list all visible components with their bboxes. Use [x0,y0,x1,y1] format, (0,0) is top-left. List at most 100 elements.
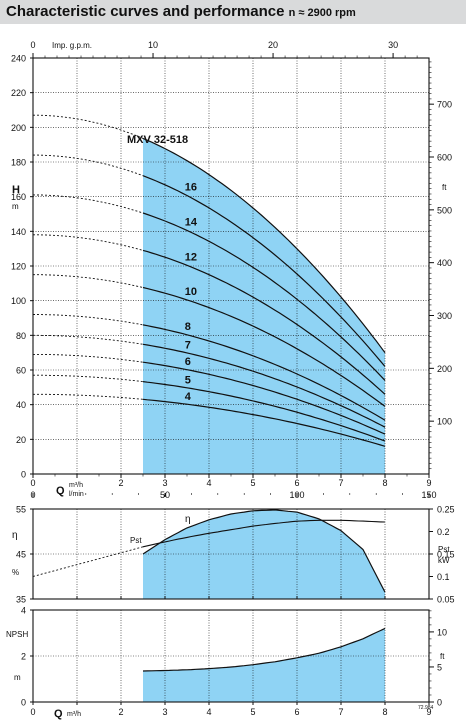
chart-title: Characteristic curves and performance n … [6,3,356,20]
x-tick-label: 5 [250,478,255,488]
stage-label-16: 16 [185,181,197,193]
x-tick-label: 3 [162,478,167,488]
title-bar [0,0,466,24]
power-curve-dashed [32,546,144,577]
x-tick-label: 2 [118,478,123,488]
x-tick-label: 0 [30,478,35,488]
npsh-tick-label: 0 [21,698,26,708]
stage-label-14: 14 [185,216,198,228]
npsh-ft-tick-label: 10 [437,627,447,637]
y-axis-label: H [12,184,20,196]
y-tick-label: 220 [11,88,26,98]
head-curve-dashed-14 [32,194,144,214]
y-tick-label: 140 [11,227,26,237]
npsh-axis-unit: m [14,673,21,682]
x-tick-label-3: 0 [30,707,35,717]
x-tick-label-3: 8 [382,707,387,717]
lmin-tick-label: 50 [160,490,170,500]
head-curve-dashed-6 [33,353,144,363]
head-curve-dashed-16 [33,154,144,177]
x-tick-label: 9 [426,478,431,488]
y-axis-unit: m [12,202,19,211]
eta-axis-label: η [12,530,18,541]
npsh-curve [142,627,386,672]
stage-label-6: 6 [185,356,191,368]
pst-tick-label: 0.25 [437,505,455,515]
gpm-tick-label: 20 [268,40,278,50]
x-tick-label-3: 2 [118,707,123,717]
eta-tick-label: 45 [16,550,26,560]
x-tick-label-3: 6 [294,707,299,717]
x-tick-label: 4 [206,478,211,488]
head-curve-14 [142,212,386,381]
npsh-ft-label: ft [440,652,445,661]
head-curve-dashed-12 [33,234,144,251]
y-tick-label: 0 [21,470,26,480]
gpm-tick-label: 30 [388,40,398,50]
y-tick-label: 60 [16,366,26,376]
npsh-tick-label: 4 [21,606,26,616]
head-curve-5 [142,381,386,442]
drawing-code: 72.984 [418,705,434,711]
eta-axis-unit: % [12,568,19,577]
head-curve-dashed-18 [33,114,144,139]
head-curve-dashed-4 [33,393,144,400]
head-curve-10 [142,286,386,407]
x-tick-label: 8 [382,478,387,488]
head-curve-8 [142,324,386,421]
pst-tick-label: 0.1 [437,572,450,582]
x-axis-unit: m³/h [69,482,83,489]
x-tick-label: 6 [294,478,299,488]
head-curve-dashed-10 [33,274,144,288]
x-tick-label: 7 [338,478,343,488]
stage-label-12: 12 [185,251,197,263]
pst-tick-label: 0.15 [437,550,455,560]
y-tick-label: 160 [11,192,26,202]
gpm-axis-label: Imp. g.p.m. [52,41,92,50]
y-tick-label: 200 [11,123,26,133]
x-axis-label: Q [56,485,65,497]
pst-axis-unit: kW [438,556,450,565]
x-tick-label-3: 3 [162,707,167,717]
head-curve-dashed-5 [33,374,144,383]
head-curve-12 [142,249,386,395]
power-curve [142,519,386,548]
head-curve-dashed-8 [33,314,144,326]
y-tick-label: 120 [11,262,26,272]
pst-curve-label: Pst [130,536,142,545]
pst-tick-label: 0.2 [437,527,450,537]
x-axis-label-3: Q [54,708,63,720]
speed-label: n ≈ 2900 rpm [288,7,356,19]
ft-tick-label: 100 [437,417,452,427]
npsh-axis-label: NPSH [6,630,28,639]
x-axis-unit-lmin: l/min [69,491,84,498]
pst-tick-label: 0.05 [437,595,455,605]
npsh-ft-tick-label: 5 [437,662,442,672]
eta-curve-label: η [185,514,191,525]
gpm-tick-label: 10 [148,40,158,50]
x-tick-label-3: 5 [250,707,255,717]
head-curve-16 [142,175,386,367]
head-curve-6 [142,361,386,435]
y-tick-label: 20 [16,435,26,445]
npsh-fill [143,628,385,702]
npsh-ft-tick-label: 0 [437,698,442,708]
head-curve-18 [142,137,386,354]
stage-label-7: 7 [185,339,191,351]
head-curve-dashed-7 [33,334,144,345]
y-tick-label: 180 [11,158,26,168]
stage-label-8: 8 [185,321,191,333]
efficiency-fill [143,509,385,599]
ft-tick-label: 400 [437,258,452,268]
stage-label-4: 4 [185,391,192,403]
eta-tick-label: 35 [16,595,26,605]
ft-tick-label: 200 [437,364,452,374]
head-curve-4 [142,398,386,447]
x-tick-label-3: 7 [338,707,343,717]
lmin-tick-label: 0 [30,490,35,500]
stage-label-5: 5 [185,374,191,386]
y-tick-label: 100 [11,296,26,306]
ft-tick-label: 700 [437,100,452,110]
eta-tick-label: 55 [16,505,26,515]
